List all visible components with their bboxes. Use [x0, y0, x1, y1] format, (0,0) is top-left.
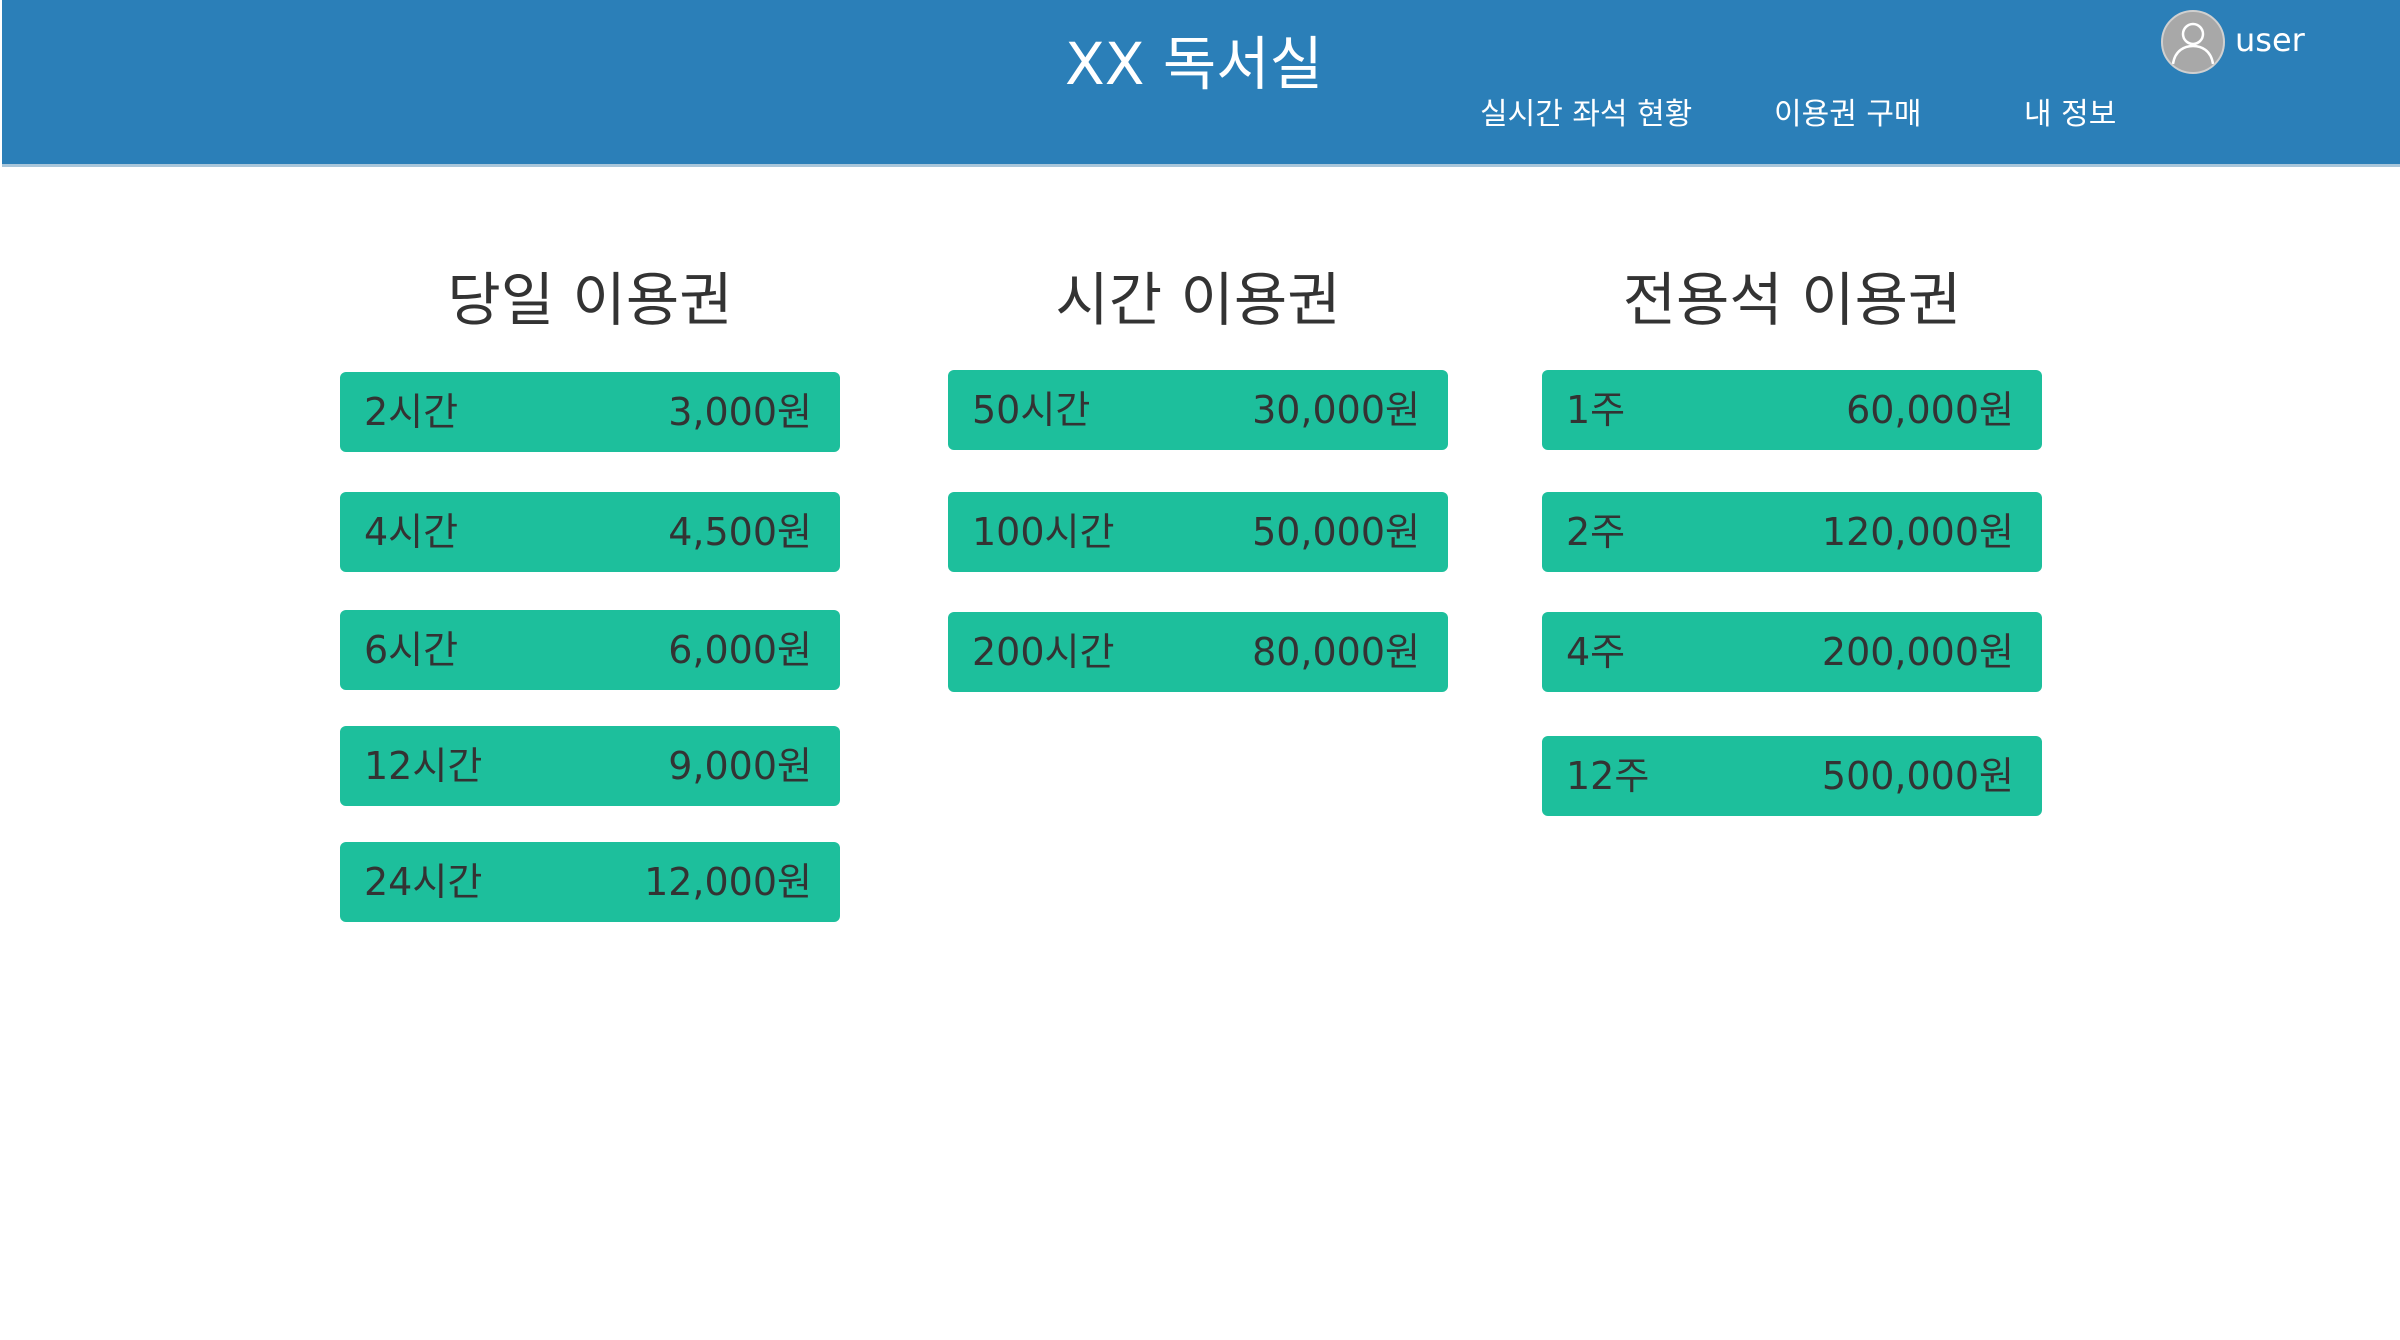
column-title-daily: 당일 이용권 [447, 266, 733, 334]
pass-name: 200시간 [972, 630, 1115, 674]
pass-name: 4주 [1566, 630, 1626, 674]
app-header: XX 독서실 실시간 좌석 현황 이용권 구매 내 정보 user [2, 0, 2400, 167]
pass-price: 4,500원 [668, 510, 812, 554]
pass-card-daily-12h[interactable]: 12시간 9,000원 [340, 726, 840, 806]
pass-card-daily-2h[interactable]: 2시간 3,000원 [340, 372, 840, 452]
pass-card-hourly-100h[interactable]: 100시간 50,000원 [948, 492, 1448, 572]
pass-price: 500,000원 [1821, 754, 2014, 798]
pass-name: 2시간 [364, 390, 459, 434]
pass-name: 12주 [1566, 754, 1650, 798]
pass-name: 2주 [1566, 510, 1626, 554]
pass-price: 9,000원 [668, 744, 812, 788]
pass-card-reserved-12w[interactable]: 12주 500,000원 [1542, 736, 2042, 816]
pass-name: 1주 [1566, 388, 1626, 432]
nav-pass-purchase[interactable]: 이용권 구매 [1774, 97, 1922, 132]
pass-card-daily-6h[interactable]: 6시간 6,000원 [340, 610, 840, 690]
pass-card-reserved-4w[interactable]: 4주 200,000원 [1542, 612, 2042, 692]
site-title: XX 독서실 [1065, 30, 1323, 98]
pass-name: 4시간 [364, 510, 459, 554]
pass-card-daily-24h[interactable]: 24시간 12,000원 [340, 842, 840, 922]
user-avatar-icon[interactable] [2161, 10, 2225, 74]
pass-price: 120,000원 [1821, 510, 2014, 554]
pass-card-reserved-1w[interactable]: 1주 60,000원 [1542, 370, 2042, 450]
pass-name: 6시간 [364, 628, 459, 672]
pass-card-reserved-2w[interactable]: 2주 120,000원 [1542, 492, 2042, 572]
pass-price: 60,000원 [1846, 388, 2014, 432]
pass-card-hourly-200h[interactable]: 200시간 80,000원 [948, 612, 1448, 692]
pass-price: 12,000원 [644, 860, 812, 904]
user-name[interactable]: user [2235, 21, 2305, 59]
pass-price: 30,000원 [1252, 388, 1420, 432]
pass-name: 12시간 [364, 744, 483, 788]
avatar-silhouette-icon [2171, 22, 2215, 65]
pass-price: 6,000원 [668, 628, 812, 672]
nav-realtime-seat-status[interactable]: 실시간 좌석 현황 [1480, 97, 1693, 132]
pass-card-hourly-50h[interactable]: 50시간 30,000원 [948, 370, 1448, 450]
pass-price: 200,000원 [1821, 630, 2014, 674]
nav-my-info[interactable]: 내 정보 [2024, 97, 2117, 132]
pass-card-daily-4h[interactable]: 4시간 4,500원 [340, 492, 840, 572]
pass-price: 50,000원 [1252, 510, 1420, 554]
column-title-hourly: 시간 이용권 [1055, 266, 1341, 334]
column-title-reserved-seat: 전용석 이용권 [1622, 266, 1962, 334]
pass-price: 3,000원 [668, 390, 812, 434]
pass-name: 24시간 [364, 860, 483, 904]
pass-name: 50시간 [972, 388, 1091, 432]
pass-price: 80,000원 [1252, 630, 1420, 674]
pass-name: 100시간 [972, 510, 1115, 554]
